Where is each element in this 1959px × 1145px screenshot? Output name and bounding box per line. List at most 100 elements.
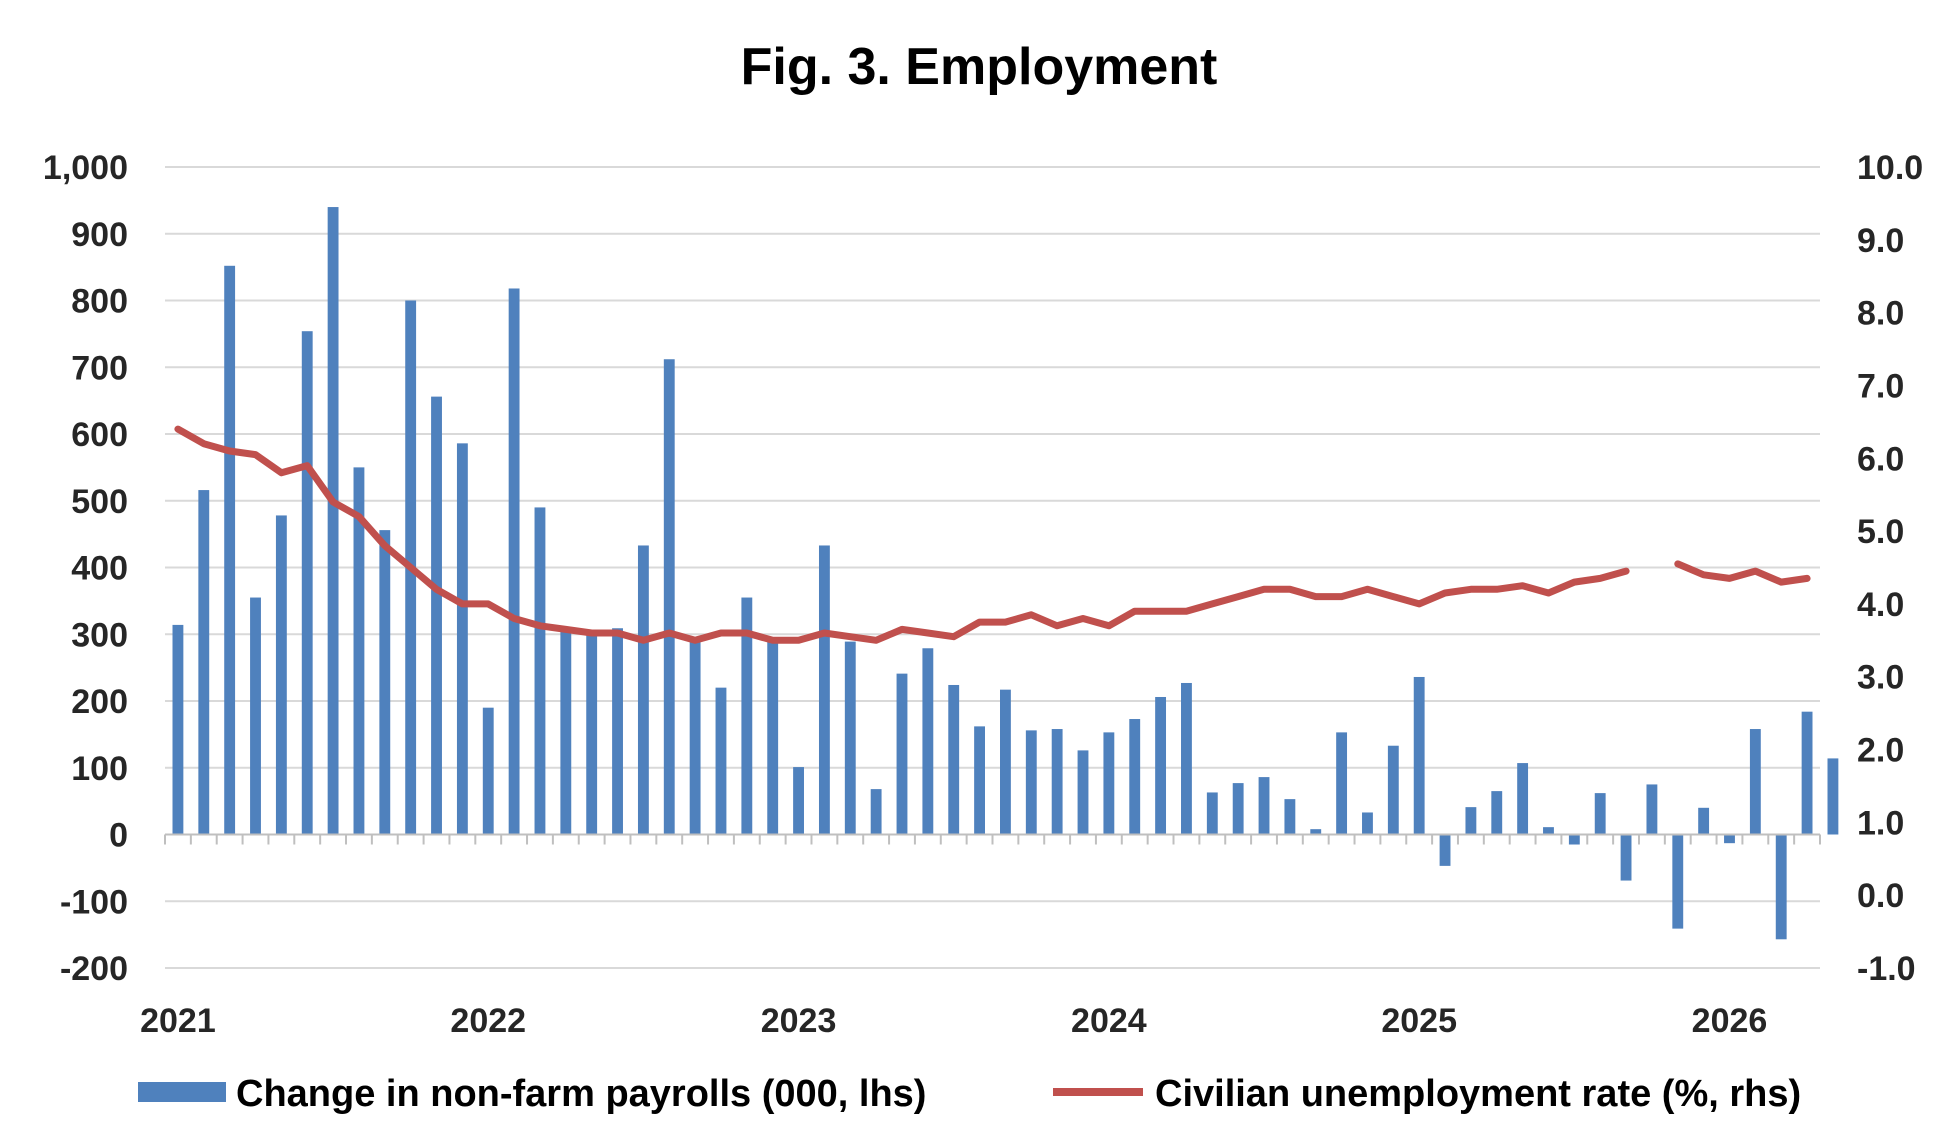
left-axis-tick-labels: 1,000 900 800 700 600 500 400 300 200 100 0 -100 -20…	[43, 149, 128, 988]
left-axis-tick-label: 100	[71, 750, 128, 788]
legend-swatch-payrolls	[138, 1082, 226, 1102]
right-axis-tick-label: 6.0	[1857, 440, 1904, 478]
payrolls-bar	[1232, 783, 1244, 835]
legend: Change in non-farm payrolls (000, lhs) C…	[138, 1073, 1801, 1115]
payrolls-bar	[663, 359, 675, 835]
x-axis-tick-label: 2024	[1071, 1002, 1147, 1040]
payrolls-bar	[1181, 682, 1192, 835]
payrolls-bar	[1672, 834, 1684, 929]
payrolls-bar	[612, 628, 623, 835]
payrolls-bar	[1206, 792, 1218, 835]
payrolls-bar	[1103, 732, 1115, 835]
payrolls-bar	[508, 288, 520, 835]
payrolls-bar	[1465, 807, 1477, 835]
left-axis-tick-label: 0	[109, 817, 128, 855]
payrolls-bars	[172, 207, 1839, 940]
payrolls-bar	[275, 515, 287, 835]
payrolls-bar	[922, 648, 934, 835]
right-axis-tick-label: 5.0	[1857, 513, 1904, 551]
x-axis	[164, 833, 1821, 845]
payrolls-bar	[1698, 807, 1710, 835]
right-axis-tick-label: 10.0	[1857, 149, 1923, 187]
legend-label-payrolls: Change in non-farm payrolls (000, lhs)	[236, 1073, 926, 1115]
payrolls-bar	[1775, 834, 1787, 940]
payrolls-bar	[1594, 793, 1606, 835]
left-axis-tick-label: 600	[71, 416, 128, 454]
right-axis-tick-label: 4.0	[1857, 586, 1904, 624]
left-axis-tick-label: 1,000	[43, 149, 128, 187]
x-axis-tick-label: 2026	[1692, 1002, 1768, 1040]
x-axis-tick-label: 2021	[140, 1002, 216, 1040]
payrolls-bar	[1568, 834, 1580, 845]
payrolls-bar	[1310, 829, 1322, 835]
payrolls-bar	[301, 331, 313, 835]
payrolls-bar	[818, 545, 830, 835]
payrolls-bar	[1491, 791, 1503, 835]
x-axis-tick-labels: 2021 2022 2023 2024 2025 2026	[140, 1002, 1767, 1040]
payrolls-bar	[482, 707, 494, 835]
right-axis-tick-label: 1.0	[1857, 804, 1904, 842]
payrolls-bar	[1284, 799, 1296, 835]
payrolls-bar	[999, 689, 1011, 835]
payrolls-bar	[1077, 750, 1089, 835]
legend-label-unemployment: Civilian unemployment rate (%, rhs)	[1155, 1073, 1801, 1115]
payrolls-bar	[1724, 834, 1735, 844]
payrolls-bar	[250, 597, 261, 835]
payrolls-bar	[1051, 729, 1063, 835]
payrolls-bar	[948, 684, 960, 835]
right-axis-tick-labels: 10.0 9.0 8.0 7.0 6.0 5.0 4.0 3.0 2.0 1.0 0.0 -1.0	[1857, 149, 1923, 988]
payrolls-bar	[1543, 827, 1554, 835]
payrolls-bar	[431, 396, 442, 835]
payrolls-bar	[767, 640, 779, 835]
payrolls-bar	[793, 767, 804, 835]
unemployment-rate-line	[1674, 560, 1811, 586]
payrolls-bar	[1336, 732, 1348, 835]
right-axis-tick-label: 9.0	[1857, 222, 1904, 260]
payrolls-bar	[1439, 834, 1451, 866]
right-axis-tick-label: -1.0	[1857, 950, 1916, 988]
payrolls-bar	[1646, 784, 1658, 835]
payrolls-bar	[1025, 730, 1037, 835]
unemployment-line-layer	[174, 425, 1811, 644]
payrolls-bar	[586, 630, 598, 835]
payrolls-bar	[1517, 763, 1529, 835]
left-axis-tick-label: 800	[71, 283, 128, 321]
payrolls-bar	[844, 641, 856, 835]
left-axis-tick-label: -200	[60, 950, 128, 988]
left-axis-tick-label: 500	[71, 483, 128, 521]
payrolls-bar	[1258, 777, 1270, 835]
payrolls-bar	[353, 467, 365, 835]
payrolls-bar	[224, 265, 236, 835]
payrolls-bar	[1155, 696, 1167, 835]
payrolls-bar	[560, 627, 572, 835]
payrolls-bar	[870, 789, 882, 835]
payrolls-bar	[456, 443, 468, 835]
x-axis-tick-label: 2023	[761, 1002, 837, 1040]
right-axis-tick-label: 2.0	[1857, 732, 1904, 770]
payrolls-bar	[1749, 729, 1761, 835]
payrolls-bar	[1413, 676, 1425, 835]
left-axis-tick-label: 200	[71, 683, 128, 721]
right-axis-tick-label: 0.0	[1857, 877, 1904, 915]
left-axis-tick-label: 900	[71, 216, 128, 254]
left-axis-tick-label: 300	[71, 616, 128, 654]
unemployment-rate-line	[174, 425, 1630, 644]
payrolls-bar	[172, 624, 184, 835]
right-axis-tick-label: 7.0	[1857, 367, 1904, 405]
payrolls-bar	[327, 207, 339, 835]
payrolls-bar	[896, 673, 908, 835]
payrolls-bar	[379, 530, 391, 835]
x-axis-tick-label: 2022	[450, 1002, 526, 1040]
payrolls-bar	[1129, 719, 1141, 835]
payrolls-bar	[637, 545, 649, 835]
left-axis-tick-label: 700	[71, 349, 128, 387]
payrolls-bar	[1827, 758, 1839, 835]
payrolls-bar	[741, 597, 753, 835]
right-axis-tick-label: 3.0	[1857, 659, 1904, 697]
payrolls-bar	[1362, 812, 1373, 835]
payrolls-bar	[198, 490, 210, 835]
payrolls-bar	[715, 687, 727, 835]
payrolls-bar	[534, 507, 546, 835]
payrolls-bar	[1620, 834, 1632, 881]
